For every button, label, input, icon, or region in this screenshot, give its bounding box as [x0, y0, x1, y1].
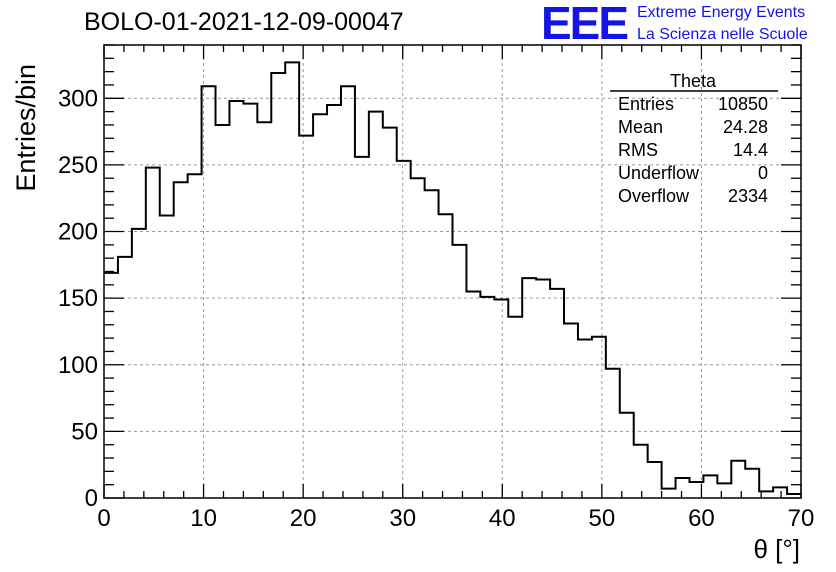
histogram-bin	[773, 487, 787, 498]
histogram-bin	[703, 475, 717, 498]
histogram-bin	[466, 291, 480, 498]
histogram-bin	[522, 278, 536, 498]
histogram-bin	[745, 469, 759, 498]
stats-value: 24.28	[723, 117, 768, 137]
histogram-bin	[243, 104, 257, 498]
histogram-bin	[606, 369, 620, 498]
histogram-outline	[104, 61, 801, 496]
histogram-bin	[383, 128, 397, 498]
grid-lines	[104, 45, 801, 498]
stats-box-title: Theta	[670, 71, 717, 91]
y-tick-label: 300	[58, 85, 98, 112]
histogram-bin	[285, 62, 299, 498]
y-tick-label: 250	[58, 152, 98, 179]
logo-mark: EEE	[541, 0, 629, 49]
histogram-bin	[355, 157, 369, 498]
y-tick-label: 100	[58, 352, 98, 379]
histogram-bin	[229, 101, 243, 498]
x-axis-label: θ [°]	[753, 534, 800, 564]
histogram-bin	[648, 462, 662, 498]
stats-label: Overflow	[618, 186, 690, 206]
x-tick-label: 60	[688, 505, 715, 532]
stats-label: RMS	[618, 140, 658, 160]
histogram-bin	[271, 73, 285, 498]
histogram-bin	[146, 168, 160, 498]
y-tick-label: 50	[71, 418, 98, 445]
histogram-bin	[439, 214, 453, 498]
eee-logo: EEE Extreme Energy Events La Scienza nel…	[541, 0, 831, 49]
histogram-bin	[508, 317, 522, 498]
stats-value: 2334	[728, 186, 768, 206]
stats-rows: Entries 10850 Mean 24.28 RMS 14.4 Underflow 0 Ov…	[618, 94, 768, 206]
y-tick-label: 150	[58, 285, 98, 312]
stats-box: Theta Entries 10850 Mean 24.28 RMS 14.4 Underf…	[610, 71, 778, 206]
histogram-bin	[717, 483, 731, 498]
histogram-bin	[536, 279, 550, 498]
histogram-bin	[369, 112, 383, 498]
plot-title: BOLO-01-2021-12-09-00047	[84, 8, 404, 36]
histogram-bin	[104, 273, 118, 498]
histogram-bin	[118, 257, 132, 498]
stats-label: Entries	[618, 94, 674, 114]
x-tick-label: 50	[589, 505, 616, 532]
histogram-bin	[327, 105, 341, 498]
axis-ticks	[103, 44, 802, 499]
y-axis-label: Entries/bin	[11, 64, 41, 192]
histogram-bin	[564, 323, 578, 498]
histogram-bin	[216, 125, 230, 498]
histogram-bin	[453, 245, 467, 498]
x-tick-label: 40	[489, 505, 516, 532]
histogram-bin	[592, 337, 606, 498]
axis-tick-labels: 0 10 20 30 40 50 60 70 0 50 100 150 200 250 300	[58, 85, 814, 532]
histogram-bin	[188, 174, 202, 498]
histogram-bin	[662, 489, 676, 498]
histogram-bars	[104, 62, 801, 498]
x-tick-label: 30	[389, 505, 416, 532]
stats-label: Mean	[618, 117, 663, 137]
histogram-bin	[257, 122, 271, 498]
stats-value: 0	[758, 163, 768, 183]
stats-value: 14.4	[733, 140, 768, 160]
histogram-bin	[550, 289, 564, 498]
logo-line-1: Extreme Energy Events	[637, 4, 806, 21]
histogram-bin	[174, 182, 188, 498]
histogram-bin	[411, 178, 425, 498]
x-tick-label: 20	[290, 505, 317, 532]
histogram-bin	[578, 339, 592, 498]
stats-label: Underflow	[618, 163, 700, 183]
plot-frame	[103, 44, 802, 499]
histogram-bin	[634, 445, 648, 498]
x-tick-label: 10	[190, 505, 217, 532]
stats-value: 10850	[718, 94, 768, 114]
histogram-bin	[620, 413, 634, 498]
y-tick-label: 0	[85, 485, 98, 512]
histogram-bin	[397, 161, 411, 498]
histogram-bin	[425, 190, 439, 498]
histogram-bin	[494, 299, 508, 498]
logo-line-2: La Scienza nelle Scuole	[637, 26, 808, 43]
histogram-bin	[731, 461, 745, 498]
histogram-bin	[341, 86, 355, 498]
x-tick-label: 0	[97, 505, 110, 532]
histogram-bin	[132, 229, 146, 498]
histogram-bin	[160, 216, 174, 498]
histogram-bin	[299, 136, 313, 498]
histogram-bin	[313, 114, 327, 498]
x-tick-label: 70	[788, 505, 815, 532]
histogram-bin	[676, 478, 690, 498]
y-tick-label: 200	[58, 219, 98, 246]
histogram-bin	[480, 297, 494, 498]
